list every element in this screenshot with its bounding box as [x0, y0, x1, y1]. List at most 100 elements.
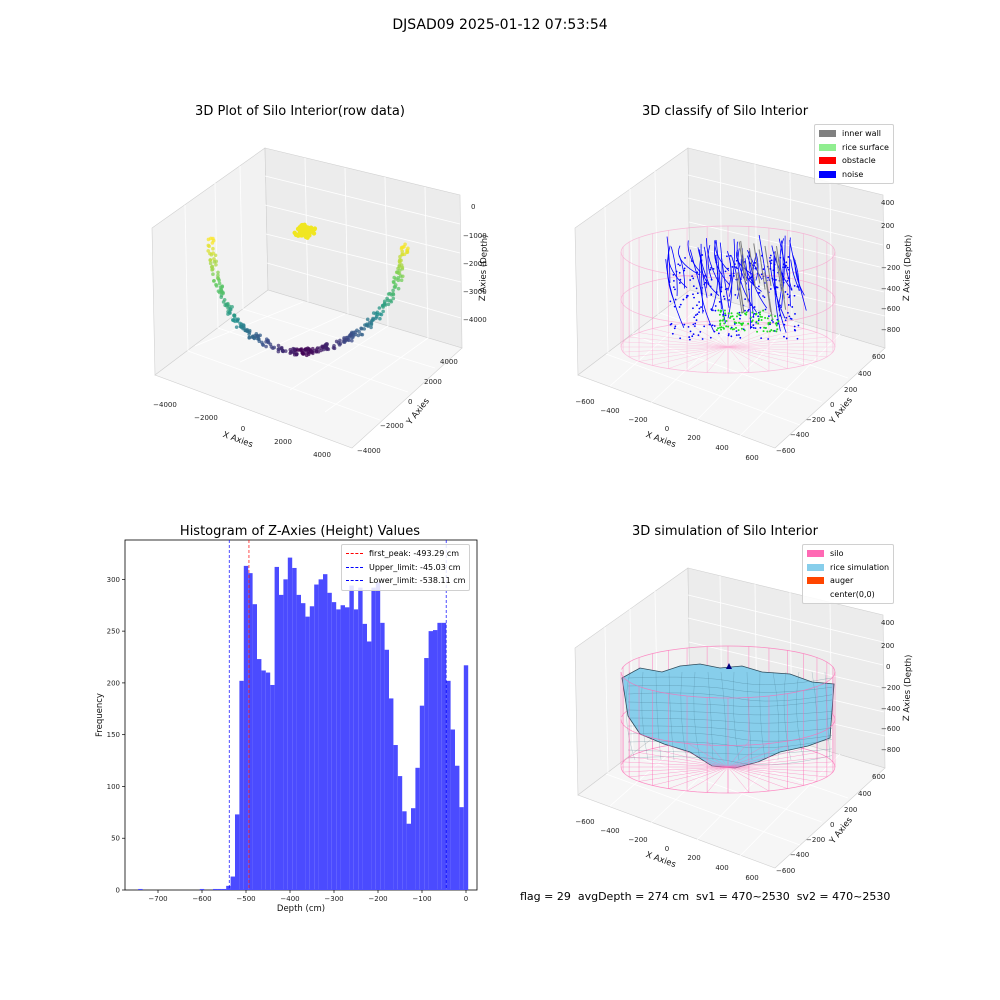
noise-point — [710, 278, 713, 281]
y-tick-label: 0 — [116, 887, 120, 895]
noise-point — [679, 303, 682, 306]
raw-point — [392, 275, 397, 280]
raw-ztick: −3000 — [463, 288, 487, 296]
classify-xlabel: X Axies — [644, 430, 677, 450]
raw-zlabel: Z Axies (Depth) — [478, 234, 490, 301]
noise-point — [728, 299, 730, 301]
histogram-bar — [450, 729, 455, 890]
mesh-line — [707, 671, 714, 761]
noise-point — [785, 261, 788, 264]
noise-point — [738, 311, 741, 314]
rice-surface-point — [728, 316, 731, 319]
noise-trace — [703, 246, 708, 289]
noise-trace — [706, 238, 721, 286]
noise-point — [683, 267, 686, 270]
noise-point — [794, 313, 796, 315]
rice-surface-point — [735, 326, 738, 329]
raw-point — [247, 335, 252, 340]
raw-point — [399, 263, 404, 267]
histogram-bar — [424, 658, 429, 890]
noise-trace — [697, 247, 710, 285]
noise-trace — [779, 238, 785, 282]
noise-point — [759, 326, 762, 329]
raw-point — [303, 234, 308, 239]
noise-point — [669, 300, 672, 303]
silo-floor-spoke — [727, 766, 770, 792]
simulation-ytick: −400 — [790, 851, 809, 859]
classify-ztick: 200 — [881, 222, 894, 230]
x-tick-label: −600 — [192, 895, 211, 903]
raw-point — [216, 289, 221, 293]
raw-ytick: 2000 — [424, 378, 442, 386]
histogram-bar — [358, 587, 363, 890]
silo-floor-spoke — [727, 742, 770, 768]
noise-point — [784, 319, 787, 322]
rice-surface-swatch-icon — [819, 143, 836, 151]
noise-point — [683, 269, 686, 272]
silo-floor-spoke — [638, 752, 729, 768]
simulation-plot-title: 3D simulation of Silo Interior — [632, 524, 818, 539]
noise-point — [700, 306, 702, 308]
noise-point — [767, 276, 769, 279]
noise-point — [692, 323, 695, 326]
legend-first-peak: first_peak: -493.29 cm — [346, 547, 465, 561]
noise-point — [779, 314, 781, 317]
raw-point — [351, 333, 356, 337]
raw-point — [213, 253, 218, 258]
histogram-bar — [446, 680, 451, 890]
simulation-ztick: −600 — [881, 725, 900, 733]
simulation-ztick: −800 — [881, 746, 900, 754]
noise-point — [699, 331, 702, 333]
noise-point — [691, 275, 694, 277]
rice-surface-point — [727, 325, 730, 328]
noise-point — [790, 318, 793, 320]
noise-point — [773, 263, 776, 266]
silo-floor-spoke — [727, 745, 788, 768]
rice-simulation-swatch-icon — [807, 563, 824, 571]
noise-trace — [729, 238, 735, 297]
raw-point — [281, 349, 285, 354]
raw-point — [222, 297, 227, 302]
simulation-ylabel: Y Axies — [827, 815, 855, 847]
noise-trace — [744, 258, 751, 330]
rice-surface-point — [763, 326, 766, 329]
noise-point — [744, 298, 747, 301]
silo-floor-spoke — [638, 332, 729, 348]
histogram-bar — [463, 665, 469, 890]
silo-floor-spoke — [652, 328, 729, 348]
noise-point — [768, 315, 770, 318]
noise-point — [774, 290, 777, 293]
noise-point — [687, 326, 690, 328]
noise-point — [671, 332, 674, 335]
raw-xlabel: X Axies — [221, 430, 254, 450]
noise-point — [748, 288, 750, 291]
silo-floor-spoke — [727, 321, 750, 348]
mesh-line — [627, 739, 833, 749]
noise-point — [770, 262, 772, 265]
noise-point — [797, 324, 800, 327]
noise-trace — [687, 240, 701, 273]
raw-point — [206, 243, 211, 248]
rice-surface-point — [774, 315, 777, 318]
mesh-line — [625, 671, 636, 761]
silo-floor-spoke — [727, 766, 750, 793]
noise-point — [779, 256, 782, 259]
simulation-ytick: 0 — [830, 821, 834, 829]
silo-floor-spoke — [727, 752, 818, 768]
mesh-line — [627, 699, 833, 707]
histogram-bar — [455, 765, 460, 890]
rice-surface-point — [744, 312, 747, 315]
raw-point — [369, 325, 373, 330]
inner-wall-trace — [758, 249, 766, 290]
noise-point — [786, 266, 789, 269]
simulation-xtick: −200 — [628, 836, 647, 844]
noise-point — [787, 311, 789, 314]
noise-point — [754, 327, 757, 330]
raw-point — [306, 352, 311, 357]
noise-point — [693, 325, 696, 328]
noise-point — [690, 260, 693, 262]
noise-point — [757, 285, 760, 288]
raw-3d-axes: −4000 −2000 0 2000 4000 4000 2000 0 −200… — [151, 147, 490, 459]
rice-surface-point — [719, 309, 722, 312]
noise-point — [734, 294, 737, 296]
